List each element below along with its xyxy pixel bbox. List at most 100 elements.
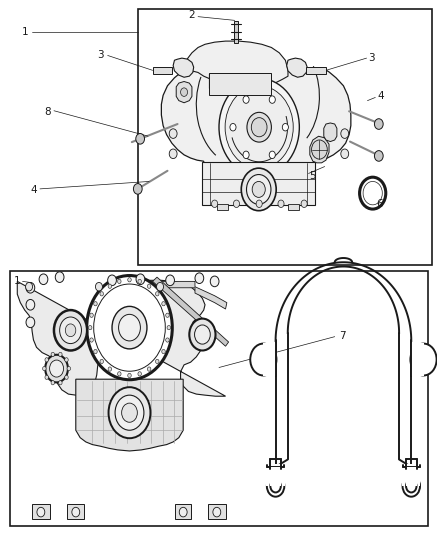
Circle shape <box>88 326 92 330</box>
Polygon shape <box>287 58 307 77</box>
Bar <box>411 343 424 376</box>
Circle shape <box>301 200 307 207</box>
Bar <box>406 467 417 486</box>
Circle shape <box>65 324 76 337</box>
Circle shape <box>128 373 131 377</box>
Text: 8: 8 <box>45 107 51 117</box>
Circle shape <box>108 275 117 286</box>
Circle shape <box>94 302 97 306</box>
Text: 3: 3 <box>97 51 103 60</box>
Bar <box>402 464 420 486</box>
Text: 1: 1 <box>14 277 21 286</box>
Circle shape <box>136 133 145 144</box>
Circle shape <box>230 124 236 131</box>
Polygon shape <box>76 379 183 451</box>
Circle shape <box>247 174 271 204</box>
Circle shape <box>406 480 417 492</box>
Circle shape <box>155 359 159 364</box>
Polygon shape <box>310 136 329 163</box>
Circle shape <box>189 319 215 351</box>
Bar <box>306 67 326 74</box>
Circle shape <box>108 367 112 371</box>
Circle shape <box>269 96 276 103</box>
Circle shape <box>166 338 169 342</box>
Circle shape <box>117 279 121 284</box>
Circle shape <box>128 278 131 282</box>
Circle shape <box>363 181 382 205</box>
Polygon shape <box>173 58 194 77</box>
Circle shape <box>252 181 265 197</box>
Circle shape <box>45 355 68 382</box>
Circle shape <box>49 360 64 377</box>
Circle shape <box>166 275 174 286</box>
Circle shape <box>247 112 272 142</box>
Circle shape <box>54 310 87 351</box>
Circle shape <box>26 282 35 293</box>
Circle shape <box>250 344 276 375</box>
Polygon shape <box>209 74 272 95</box>
Circle shape <box>155 292 159 296</box>
Circle shape <box>179 507 187 517</box>
Circle shape <box>195 273 204 284</box>
Circle shape <box>360 177 386 209</box>
Circle shape <box>65 375 68 379</box>
Circle shape <box>341 149 349 159</box>
Circle shape <box>374 119 383 130</box>
Circle shape <box>403 475 420 497</box>
Polygon shape <box>147 281 227 309</box>
Circle shape <box>90 313 93 317</box>
Bar <box>270 467 281 486</box>
Circle shape <box>341 129 349 139</box>
Circle shape <box>148 284 151 288</box>
Circle shape <box>283 124 288 131</box>
Bar <box>67 504 84 519</box>
Bar <box>32 504 49 519</box>
Text: 7: 7 <box>339 330 346 341</box>
Circle shape <box>37 507 45 517</box>
Text: 3: 3 <box>368 53 375 63</box>
Circle shape <box>55 272 64 282</box>
Bar <box>217 204 228 209</box>
Text: 1: 1 <box>22 27 29 37</box>
Polygon shape <box>324 123 337 142</box>
Polygon shape <box>152 277 229 346</box>
Polygon shape <box>176 82 192 103</box>
Circle shape <box>90 338 93 342</box>
Circle shape <box>162 350 165 354</box>
Circle shape <box>100 359 103 364</box>
Text: 2: 2 <box>189 10 195 20</box>
Bar <box>202 162 315 205</box>
Circle shape <box>25 282 32 291</box>
Circle shape <box>26 317 35 328</box>
Bar <box>138 9 432 265</box>
Bar <box>152 67 172 74</box>
Circle shape <box>109 387 150 438</box>
Circle shape <box>194 325 210 344</box>
Circle shape <box>241 168 276 211</box>
Circle shape <box>136 274 145 285</box>
Circle shape <box>156 282 163 291</box>
Circle shape <box>210 276 219 287</box>
Circle shape <box>243 151 249 158</box>
Bar <box>288 204 299 209</box>
Bar <box>209 73 272 95</box>
Circle shape <box>243 96 249 103</box>
Circle shape <box>256 200 262 207</box>
Circle shape <box>100 292 103 296</box>
Bar <box>175 504 191 519</box>
Circle shape <box>51 352 55 357</box>
Polygon shape <box>161 69 351 205</box>
Circle shape <box>59 352 62 357</box>
Text: 4: 4 <box>30 185 37 196</box>
Circle shape <box>59 381 62 385</box>
Circle shape <box>45 358 49 362</box>
Circle shape <box>410 344 437 375</box>
Circle shape <box>270 480 281 492</box>
Circle shape <box>67 367 71 370</box>
Circle shape <box>94 350 97 354</box>
Circle shape <box>94 284 165 371</box>
Bar <box>208 504 226 519</box>
Circle shape <box>95 282 102 291</box>
Text: 5: 5 <box>309 171 316 181</box>
Circle shape <box>167 326 170 330</box>
